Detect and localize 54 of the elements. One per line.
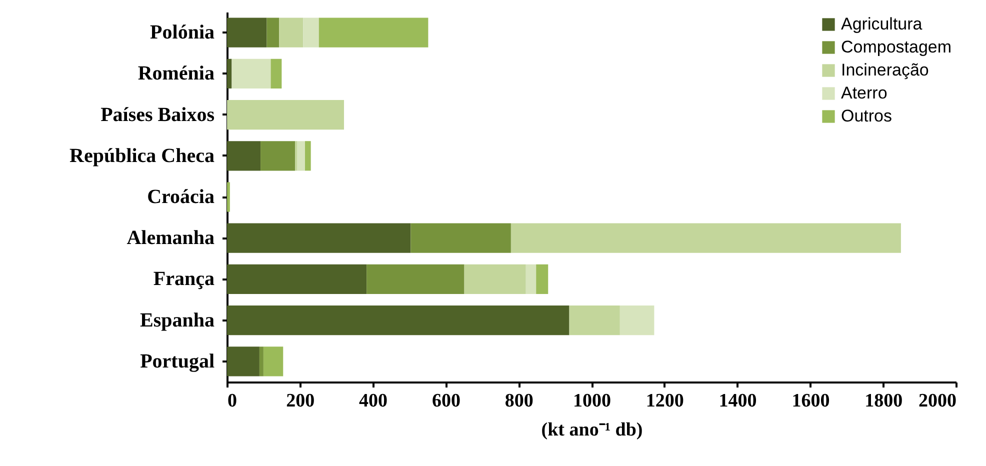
- y-tick-label: Alemanha: [126, 227, 214, 250]
- bar: [620, 306, 654, 336]
- y-tick-label: Portugal: [140, 350, 215, 372]
- bar: [227, 141, 261, 171]
- bar: [227, 100, 344, 130]
- x-tick-label: 800: [504, 390, 534, 412]
- bar: [263, 346, 284, 376]
- x-tick-label: 2000: [918, 390, 956, 412]
- y-tick-label: Roménia: [138, 62, 214, 85]
- y-tick-label: República Checa: [70, 144, 214, 167]
- bar: [227, 223, 411, 253]
- bar: [227, 346, 260, 376]
- x-tick-label: 400: [359, 390, 388, 412]
- bar: [569, 306, 620, 336]
- x-tick-label: 200: [286, 390, 315, 412]
- x-axis-title: (kt ano⁻¹ db): [541, 420, 643, 440]
- bar: [227, 18, 267, 48]
- bar: [464, 264, 526, 294]
- x-tick-label: 0: [228, 390, 237, 412]
- bar: [259, 346, 264, 376]
- bar: [266, 18, 280, 48]
- bar: [227, 58, 232, 88]
- y-tick-label: Espanha: [140, 309, 214, 332]
- legend-label: Outros: [841, 106, 892, 126]
- y-tick-label: Países Baixos: [100, 104, 215, 126]
- bar: [232, 58, 271, 88]
- bar: [270, 58, 282, 88]
- bar: [297, 141, 306, 171]
- x-tick-label: 1200: [646, 390, 684, 412]
- x-tick-label: 1400: [718, 390, 757, 412]
- bar: [227, 182, 230, 212]
- bar: [260, 141, 296, 171]
- legend-label: Incineração: [841, 60, 929, 80]
- y-tick-label: Croácia: [147, 186, 214, 208]
- bar: [227, 306, 570, 336]
- bar: [510, 223, 901, 253]
- legend-label: Agricultura: [841, 14, 923, 34]
- y-tick-label: França: [153, 268, 214, 290]
- x-tick-label: 1000: [573, 390, 611, 412]
- bar: [410, 223, 511, 253]
- x-tick-label: 1600: [792, 390, 830, 412]
- bar: [526, 264, 536, 294]
- bar: [279, 18, 304, 48]
- bar: [227, 264, 367, 294]
- bar: [305, 141, 311, 171]
- bar: [366, 264, 464, 294]
- bar: [536, 264, 548, 294]
- x-tick-label: 600: [432, 390, 460, 412]
- x-tick-label: 1800: [864, 390, 903, 412]
- bar: [318, 18, 428, 48]
- legend-label: Aterro: [841, 84, 888, 102]
- legend-label: Compostagem: [841, 38, 952, 56]
- y-tick-label: Polónia: [150, 22, 214, 44]
- bar: [303, 18, 319, 48]
